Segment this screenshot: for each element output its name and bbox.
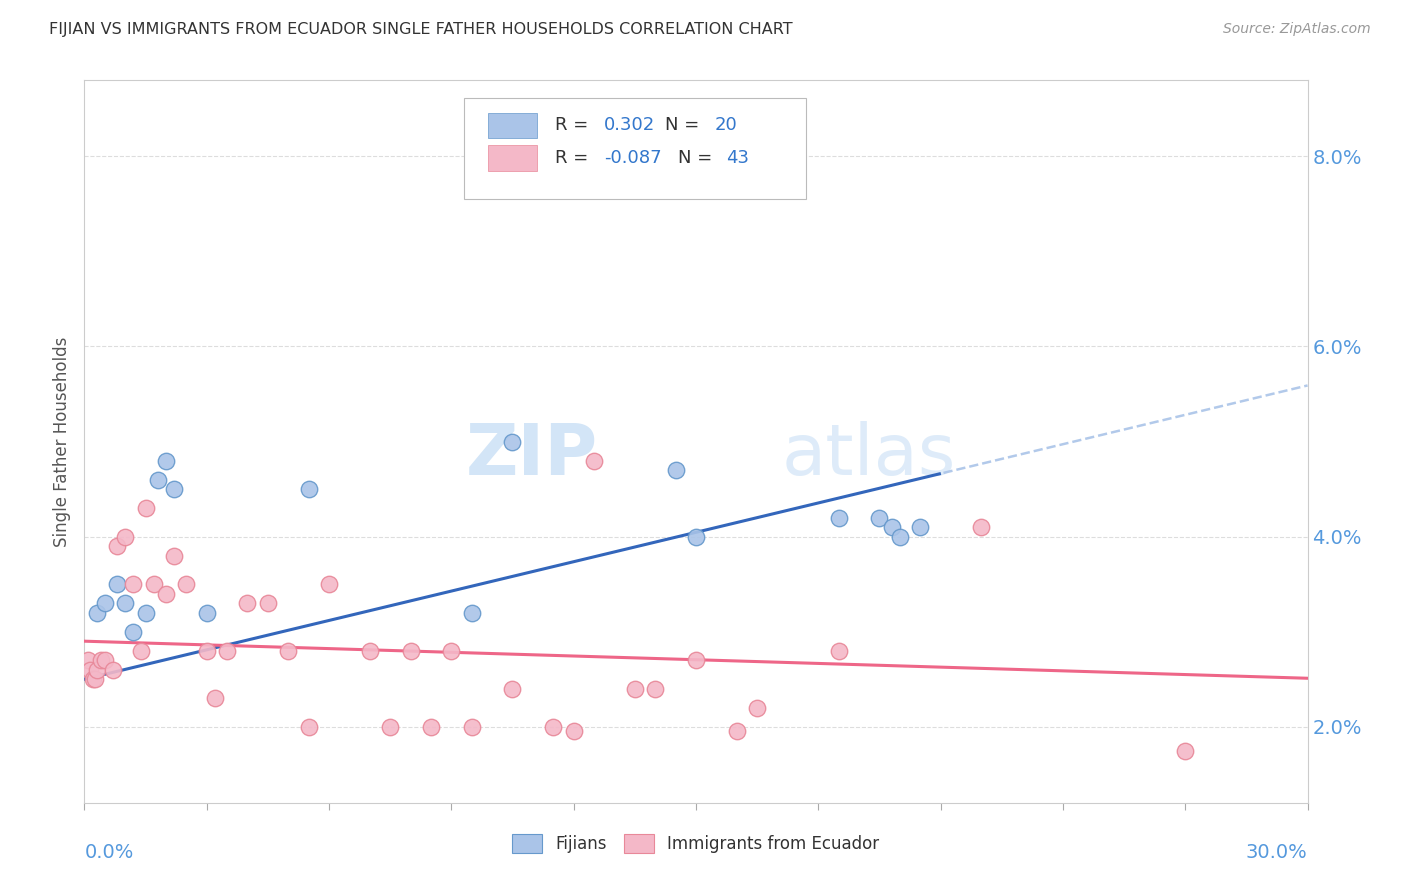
- Point: [122, 624, 145, 639]
- Point: [685, 530, 707, 544]
- Point: [105, 577, 128, 591]
- Point: [970, 520, 993, 534]
- Point: [543, 720, 565, 734]
- Point: [93, 596, 115, 610]
- Point: [461, 606, 484, 620]
- Text: ZIP: ZIP: [465, 422, 598, 491]
- Point: [277, 643, 299, 657]
- Text: R =: R =: [555, 116, 589, 134]
- Point: [624, 681, 647, 696]
- Point: [86, 663, 108, 677]
- Point: [380, 720, 402, 734]
- Point: [114, 596, 136, 610]
- Point: [399, 643, 422, 657]
- Point: [163, 482, 186, 496]
- Point: [440, 643, 463, 657]
- Point: [135, 501, 157, 516]
- Point: [880, 520, 903, 534]
- Point: [725, 724, 748, 739]
- Point: [236, 596, 259, 610]
- Point: [869, 510, 891, 524]
- Point: [86, 606, 108, 620]
- Point: [135, 606, 157, 620]
- Text: atlas: atlas: [782, 422, 956, 491]
- Point: [910, 520, 932, 534]
- Text: 0.0%: 0.0%: [84, 843, 134, 862]
- Point: [828, 510, 851, 524]
- Point: [105, 539, 128, 553]
- Point: [114, 530, 136, 544]
- Point: [82, 672, 104, 686]
- Text: 20: 20: [714, 116, 737, 134]
- Text: R =: R =: [555, 149, 589, 168]
- Point: [420, 720, 443, 734]
- Point: [155, 587, 177, 601]
- Point: [155, 453, 177, 467]
- Point: [502, 681, 524, 696]
- Text: 43: 43: [727, 149, 749, 168]
- Text: N =: N =: [678, 149, 711, 168]
- Point: [146, 473, 169, 487]
- FancyBboxPatch shape: [488, 145, 537, 170]
- Point: [217, 643, 239, 657]
- Point: [163, 549, 186, 563]
- Point: [889, 530, 911, 544]
- Y-axis label: Single Father Households: Single Father Households: [53, 336, 72, 547]
- Point: [257, 596, 280, 610]
- Point: [583, 453, 606, 467]
- Text: 30.0%: 30.0%: [1246, 843, 1308, 862]
- Text: 0.302: 0.302: [605, 116, 655, 134]
- FancyBboxPatch shape: [464, 98, 806, 200]
- Point: [93, 653, 115, 667]
- Point: [131, 643, 153, 657]
- Point: [195, 606, 218, 620]
- Point: [195, 643, 218, 657]
- Point: [79, 663, 101, 677]
- FancyBboxPatch shape: [488, 112, 537, 138]
- Point: [204, 691, 226, 706]
- Point: [77, 653, 100, 667]
- Point: [174, 577, 197, 591]
- Point: [747, 700, 769, 714]
- Point: [665, 463, 688, 477]
- Text: Source: ZipAtlas.com: Source: ZipAtlas.com: [1223, 22, 1371, 37]
- Point: [461, 720, 484, 734]
- Point: [142, 577, 165, 591]
- Point: [122, 577, 145, 591]
- Point: [828, 643, 851, 657]
- Point: [1174, 743, 1197, 757]
- Point: [318, 577, 340, 591]
- Point: [83, 672, 105, 686]
- Point: [101, 663, 124, 677]
- Point: [359, 643, 381, 657]
- Point: [90, 653, 112, 667]
- Text: N =: N =: [665, 116, 700, 134]
- Point: [298, 720, 321, 734]
- Point: [562, 724, 585, 739]
- Text: -0.087: -0.087: [605, 149, 662, 168]
- Point: [298, 482, 321, 496]
- Point: [502, 434, 524, 449]
- Point: [685, 653, 707, 667]
- Text: FIJIAN VS IMMIGRANTS FROM ECUADOR SINGLE FATHER HOUSEHOLDS CORRELATION CHART: FIJIAN VS IMMIGRANTS FROM ECUADOR SINGLE…: [49, 22, 793, 37]
- Legend: Fijians, Immigrants from Ecuador: Fijians, Immigrants from Ecuador: [506, 827, 886, 860]
- Point: [644, 681, 666, 696]
